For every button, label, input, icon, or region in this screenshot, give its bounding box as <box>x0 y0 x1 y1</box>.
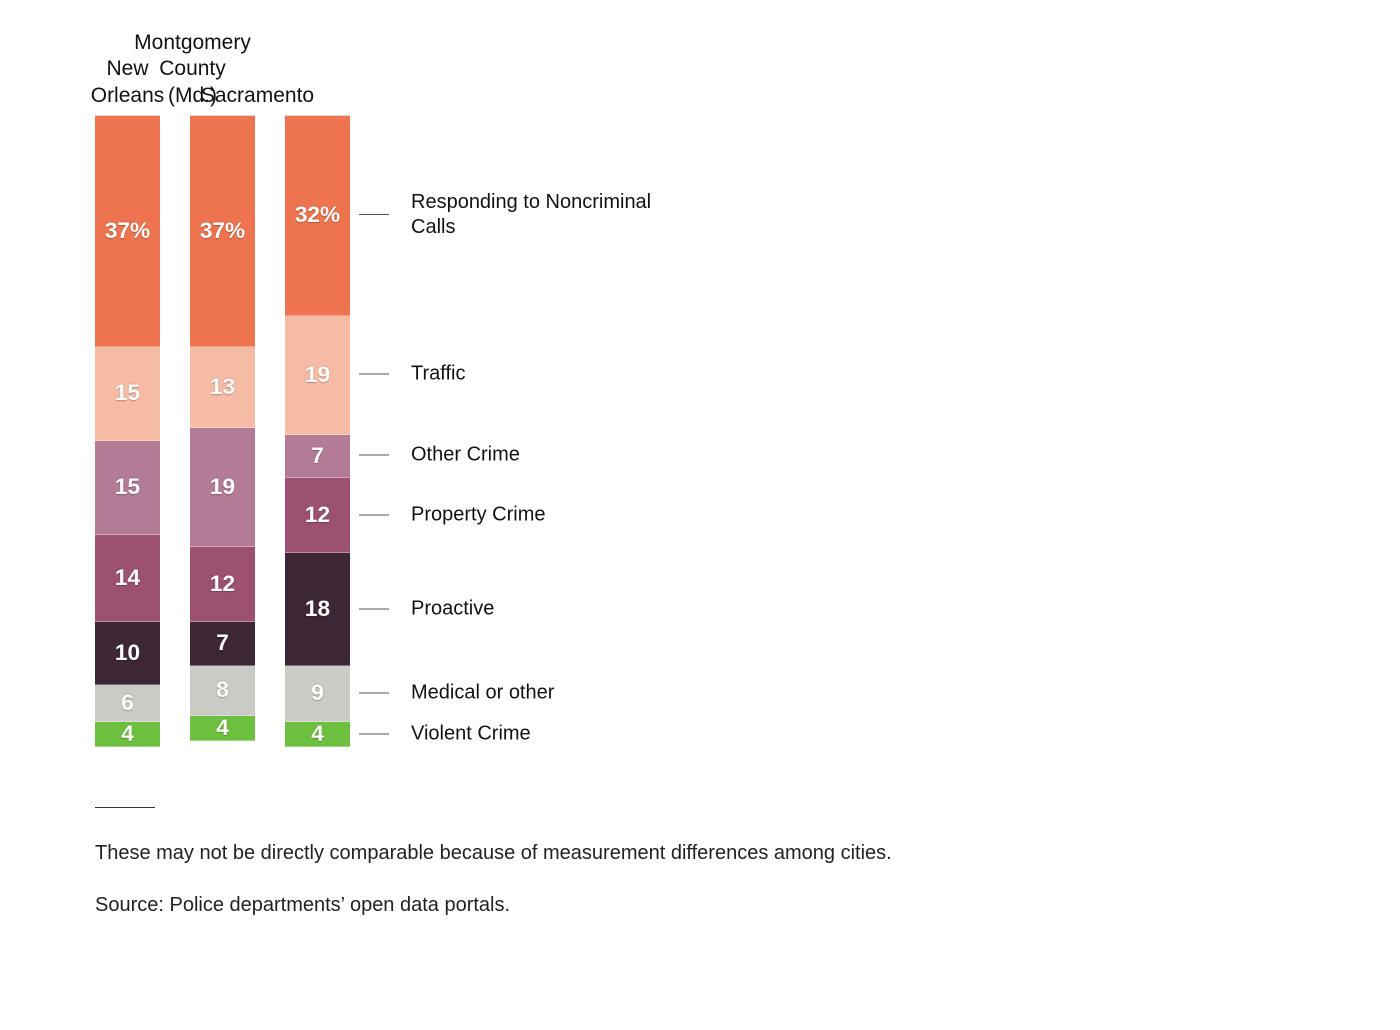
segment-montgomery-traffic: 13 <box>190 347 255 428</box>
leader-line <box>359 455 389 456</box>
category-label-property: Property Crime <box>350 502 545 527</box>
chart-footer: These may not be directly comparable bec… <box>95 807 1400 922</box>
leader-line <box>359 374 389 375</box>
category-label-noncriminal: Responding to Noncriminal Calls <box>350 190 670 240</box>
bars-row: 37%151514106437%13191278432%197121894Res… <box>95 115 1400 747</box>
leader-line <box>359 692 389 693</box>
segment-sacramento-medical: 9 <box>285 666 350 722</box>
bar-new-orleans: 37%1515141064 <box>95 115 160 747</box>
category-label-text: Violent Crime <box>411 721 531 746</box>
category-label-text: Other Crime <box>411 443 520 468</box>
leader-line <box>359 733 389 734</box>
stacked-bar-chart: New OrleansMontgomery County (Md.)Sacram… <box>95 30 1400 747</box>
footer-source: Source: Police departments’ open data po… <box>95 888 1400 922</box>
segment-new-orleans-medical: 6 <box>95 685 160 723</box>
leader-line <box>359 608 389 609</box>
footer-rule <box>95 807 155 808</box>
segment-sacramento-traffic: 19 <box>285 316 350 435</box>
leader-line <box>359 214 389 215</box>
segment-new-orleans-other-crime: 15 <box>95 441 160 535</box>
category-label-medical: Medical or other <box>350 680 554 705</box>
segment-montgomery-violent: 4 <box>190 716 255 741</box>
segment-sacramento-property: 12 <box>285 478 350 553</box>
column-headers: New OrleansMontgomery County (Md.)Sacram… <box>95 30 1400 109</box>
category-labels: Responding to Noncriminal Calls Traffic Ot… <box>397 115 717 747</box>
segment-new-orleans-property: 14 <box>95 535 160 623</box>
segment-sacramento-violent: 4 <box>285 722 350 747</box>
segment-montgomery-property: 12 <box>190 547 255 622</box>
category-label-violent: Violent Crime <box>350 721 531 746</box>
category-label-text: Medical or other <box>411 680 554 705</box>
segment-sacramento-proactive: 18 <box>285 553 350 666</box>
bar-montgomery: 37%131912784 <box>190 115 255 747</box>
segment-montgomery-noncriminal: 37% <box>190 116 255 347</box>
segment-montgomery-medical: 8 <box>190 666 255 716</box>
segment-new-orleans-traffic: 15 <box>95 347 160 441</box>
segment-sacramento-other-crime: 7 <box>285 435 350 479</box>
segment-sacramento-noncriminal: 32% <box>285 116 350 316</box>
segment-new-orleans-noncriminal: 37% <box>95 116 160 347</box>
category-label-other-crime: Other Crime <box>350 443 520 468</box>
category-label-text: Property Crime <box>411 502 545 527</box>
bar-sacramento: 32%197121894 <box>285 115 350 747</box>
column-header-sacramento: Sacramento <box>195 83 320 109</box>
leader-line <box>359 514 389 515</box>
category-label-proactive: Proactive <box>350 596 494 621</box>
category-label-text: Proactive <box>411 596 494 621</box>
segment-montgomery-other-crime: 19 <box>190 428 255 547</box>
footer-note: These may not be directly comparable bec… <box>95 836 1400 870</box>
segment-new-orleans-violent: 4 <box>95 722 160 747</box>
category-label-traffic: Traffic <box>350 362 465 387</box>
segment-montgomery-proactive: 7 <box>190 622 255 666</box>
segment-new-orleans-proactive: 10 <box>95 622 160 685</box>
category-label-text: Responding to Noncriminal Calls <box>411 190 670 240</box>
category-label-text: Traffic <box>411 362 465 387</box>
